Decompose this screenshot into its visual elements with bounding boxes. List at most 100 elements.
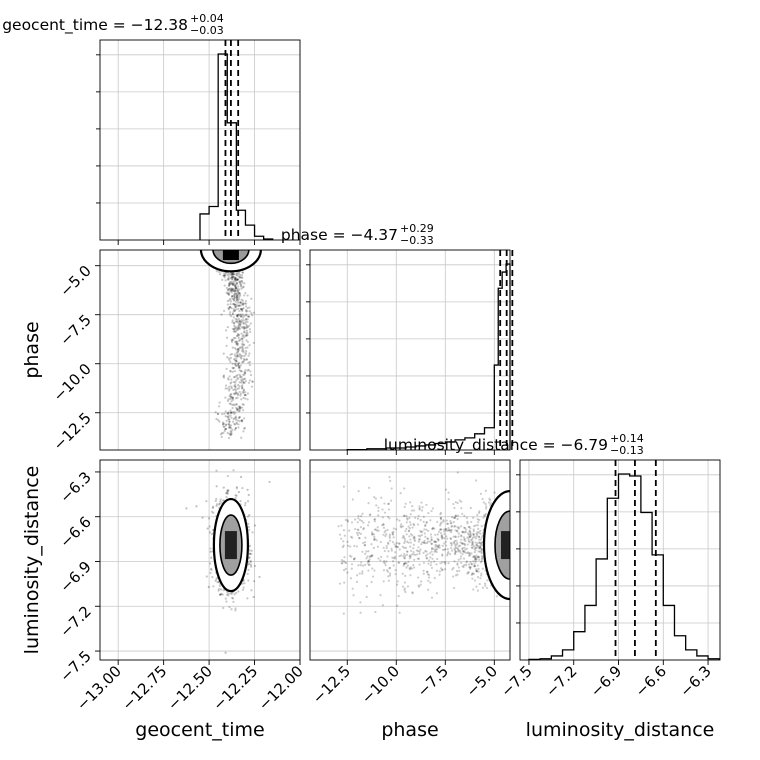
scatter-point <box>469 560 472 564</box>
scatter-point <box>480 574 483 577</box>
scatter-point <box>443 561 446 564</box>
scatter-point <box>435 550 438 554</box>
scatter-point <box>482 516 485 519</box>
scatter-point <box>233 322 236 325</box>
scatter-point <box>412 564 415 567</box>
scatter-point <box>241 346 244 350</box>
scatter-point <box>429 533 433 536</box>
scatter-point <box>403 587 406 590</box>
scatter-point <box>245 310 248 313</box>
scatter-point <box>234 359 238 362</box>
scatter-point <box>239 320 242 324</box>
scatter-point <box>511 557 513 559</box>
scatter-point <box>233 412 236 415</box>
scatter-point <box>226 474 230 478</box>
scatter-point <box>229 302 232 306</box>
panel-content-2-1 <box>337 471 513 615</box>
scatter-point <box>461 547 464 551</box>
scatter-point <box>228 247 230 249</box>
scatter-point <box>233 290 236 293</box>
scatter-point <box>227 418 230 421</box>
scatter-point <box>465 552 468 555</box>
scatter-point <box>226 299 229 303</box>
scatter-point <box>224 423 228 426</box>
scatter-point <box>461 547 464 550</box>
scatter-point <box>226 303 229 306</box>
scatter-point <box>469 506 472 510</box>
scatter-point <box>231 411 234 414</box>
scatter-point <box>235 273 238 277</box>
panel-bg-1-0 <box>100 250 300 450</box>
scatter-point <box>410 549 413 552</box>
scatter-point <box>478 541 481 544</box>
scatter-point <box>370 555 373 558</box>
scatter-point <box>237 317 240 320</box>
scatter-point <box>465 547 469 550</box>
scatter-point <box>244 334 247 337</box>
scatter-point <box>229 402 232 405</box>
scatter-point <box>460 535 463 538</box>
scatter-point <box>423 532 426 535</box>
scatter-point <box>225 344 228 347</box>
scatter-point <box>236 387 239 390</box>
scatter-point <box>449 531 453 534</box>
scatter-point <box>475 535 478 538</box>
scatter-point <box>223 284 226 287</box>
scatter-point <box>230 411 233 414</box>
scatter-point <box>242 319 245 322</box>
scatter-point <box>435 569 439 572</box>
scatter-point <box>228 287 231 290</box>
scatter-point <box>243 373 246 376</box>
scatter-point <box>468 566 471 569</box>
scatter-point <box>230 247 232 249</box>
scatter-point <box>390 547 393 550</box>
scatter-point <box>223 425 226 428</box>
scatter-point <box>244 352 248 355</box>
scatter-point <box>241 588 245 591</box>
scatter-point <box>403 589 406 592</box>
scatter-point <box>421 541 424 544</box>
scatter-point <box>222 352 225 355</box>
scatter-point <box>248 379 252 382</box>
scatter-point <box>468 525 471 528</box>
scatter-point <box>363 544 367 547</box>
scatter-point <box>241 350 244 353</box>
scatter-point <box>234 286 237 289</box>
scatter-point <box>245 326 248 329</box>
scatter-point <box>231 278 234 281</box>
scatter-point <box>233 298 236 301</box>
scatter-point <box>453 506 456 510</box>
scatter-point <box>239 276 242 279</box>
scatter-point <box>233 247 235 249</box>
scatter-point <box>235 295 238 298</box>
scatter-point <box>477 531 480 534</box>
scatter-point <box>207 517 211 520</box>
scatter-point <box>388 572 392 575</box>
scatter-point <box>233 369 237 373</box>
scatter-point <box>234 385 237 389</box>
scatter-point <box>463 563 466 567</box>
scatter-point <box>241 281 244 284</box>
scatter-point <box>448 529 451 532</box>
scatter-point <box>464 528 468 531</box>
scatter-point <box>426 553 429 556</box>
scatter-point <box>456 514 460 517</box>
scatter-point <box>234 416 238 419</box>
scatter-point <box>357 489 360 493</box>
scatter-point <box>233 375 237 379</box>
scatter-point <box>405 550 409 553</box>
scatter-point <box>241 271 244 274</box>
scatter-point <box>239 369 243 373</box>
scatter-point <box>360 515 363 518</box>
scatter-point <box>449 537 453 540</box>
scatter-point <box>244 327 247 330</box>
scatter-point <box>476 564 479 567</box>
scatter-point <box>239 375 242 378</box>
scatter-point <box>383 502 386 505</box>
scatter-point <box>247 525 250 529</box>
scatter-point <box>248 556 251 559</box>
tick-label-x: −6.6 <box>632 662 670 700</box>
scatter-point <box>229 432 232 435</box>
scatter-point <box>242 430 245 433</box>
scatter-point <box>240 287 243 290</box>
